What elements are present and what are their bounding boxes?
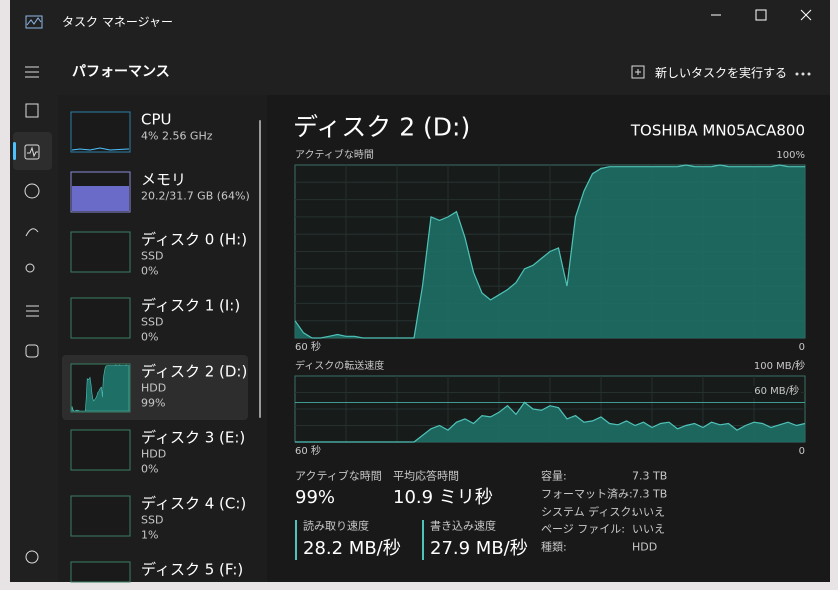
scrollbar[interactable] <box>259 120 261 418</box>
disk0-thumb[interactable] <box>70 231 131 273</box>
device-usage: 0% <box>141 462 159 476</box>
disk2-thumb-area <box>71 364 130 412</box>
graph-label: アクティブな時間 <box>295 150 374 161</box>
sidebar-icons <box>13 66 52 564</box>
performance-wave <box>27 146 38 158</box>
device-name[interactable]: ディスク 0 (H:) <box>141 230 248 249</box>
services-icon[interactable] <box>25 344 39 358</box>
cpu-thumb[interactable] <box>70 111 131 153</box>
details-icon[interactable] <box>26 305 39 317</box>
window-title: タスク マネージャー <box>62 15 173 29</box>
history-icon[interactable] <box>24 183 40 199</box>
property-label: ページ ファイル: <box>541 522 625 536</box>
property-label: 種類: <box>541 540 567 554</box>
property-label: システム ディスク: <box>541 505 636 519</box>
stat-label: アクティブな時間 <box>295 469 382 483</box>
memory-thumb-fill <box>72 186 129 211</box>
stat-label: 読み取り速度 <box>303 519 369 533</box>
performance-icon[interactable] <box>24 144 40 160</box>
marker-label: 60 MB/秒 <box>752 386 801 399</box>
transfer-rate-line <box>295 401 806 443</box>
device-name[interactable]: ディスク 5 (F:) <box>141 560 244 579</box>
processes-icon[interactable] <box>25 103 39 118</box>
page-title: パフォーマンス <box>72 64 170 80</box>
disk4-thumb[interactable] <box>70 495 131 537</box>
device-info: SSD <box>141 315 164 329</box>
disk5-thumb[interactable] <box>70 561 131 583</box>
property-label: 容量: <box>541 469 567 483</box>
graph-max: 100% <box>776 150 805 161</box>
graph-time-right: 0 <box>798 446 805 457</box>
settings-icon[interactable] <box>25 550 39 564</box>
graph-time-right: 0 <box>798 342 805 353</box>
device-name[interactable]: CPU <box>141 110 172 129</box>
device-name[interactable]: メモリ <box>141 170 187 189</box>
active-time-line <box>294 164 805 339</box>
stat-label: 平均応答時間 <box>393 469 459 483</box>
startup-icon[interactable] <box>25 228 39 237</box>
read-accent <box>295 520 297 560</box>
property-label: フォーマット済み: <box>541 487 633 501</box>
device-info: 4% 2.56 GHz <box>141 129 213 143</box>
graph-label: ディスクの転送速度 <box>295 361 385 372</box>
device-usage: 1% <box>141 528 159 542</box>
device-usage: 99% <box>141 396 166 410</box>
app-icon <box>25 15 43 29</box>
device-info: SSD <box>141 249 164 263</box>
device-info: SSD <box>141 513 164 527</box>
property-value: HDD <box>632 540 658 554</box>
stat-value: 27.9 MB/秒 <box>430 538 528 559</box>
stat-value: 99% <box>295 487 336 508</box>
device-name[interactable]: ディスク 3 (E:) <box>141 428 246 447</box>
disk3-thumb[interactable] <box>70 429 131 471</box>
cpu-thumb-line <box>71 147 130 151</box>
device-name[interactable]: ディスク 2 (D:) <box>141 362 248 381</box>
users-icon[interactable] <box>25 263 35 273</box>
graph-time-left: 60 秒 <box>295 446 321 457</box>
close[interactable] <box>800 9 812 21</box>
menu-button[interactable] <box>25 66 39 78</box>
new-task-icon[interactable] <box>631 65 645 79</box>
stat-label: 書き込み速度 <box>430 519 496 533</box>
property-value: 7.3 TB <box>632 469 668 483</box>
property-value: いいえ <box>632 522 665 536</box>
device-usage: 0% <box>141 264 159 278</box>
property-value: 7.3 TB <box>632 487 668 501</box>
device-usage: 0% <box>141 330 159 344</box>
stat-value: 28.2 MB/秒 <box>303 538 401 559</box>
more-button[interactable] <box>795 72 811 76</box>
active-indicator <box>13 142 16 160</box>
graph-max: 100 MB/秒 <box>753 361 805 372</box>
new-task-button[interactable]: 新しいタスクを実行する <box>655 66 788 80</box>
device-name[interactable]: ディスク 4 (C:) <box>141 494 247 513</box>
device-info: 20.2/31.7 GB (64%) <box>141 189 250 203</box>
device-name[interactable]: ディスク 1 (I:) <box>141 296 241 315</box>
detail-title: ディスク 2 (D:) <box>293 112 471 142</box>
write-accent <box>422 520 424 560</box>
device-info: HDD <box>141 447 167 461</box>
device-info: HDD <box>141 381 167 395</box>
disk-model: TOSHIBA MN05ACA800 <box>630 121 805 140</box>
property-value: いいえ <box>632 505 665 519</box>
transfer-rate-area <box>295 402 805 442</box>
graph-time-left: 60 秒 <box>295 342 321 353</box>
stat-value: 10.9 ミリ秒 <box>393 487 493 508</box>
disk1-thumb[interactable] <box>70 297 131 339</box>
maximize[interactable] <box>755 9 767 21</box>
